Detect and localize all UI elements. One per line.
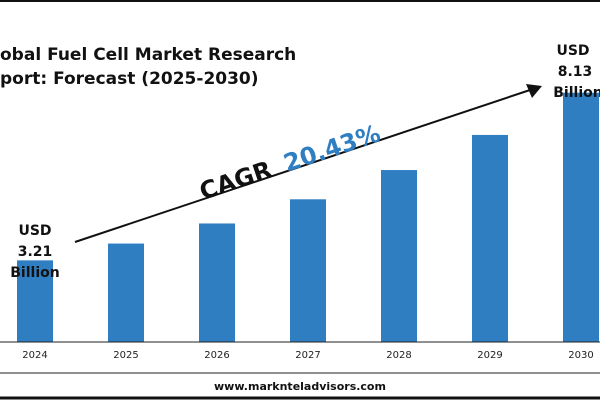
start-label-unit: Billion [10,265,59,281]
x-tick-label-2028: 2028 [386,350,411,361]
bar-2029 [472,134,508,342]
bar-2027 [290,199,326,342]
x-tick-label-2030: 2030 [568,350,593,361]
footer-website: www.marknteladvisors.com [214,380,386,393]
x-tick-label-2026: 2026 [204,350,229,361]
x-tick-label-2029: 2029 [477,350,502,361]
chart-title-line2: port: Forecast (2025-2030) [0,69,259,89]
end-label-value: 8.13 [558,64,593,80]
end-label-usd: USD [556,43,589,59]
start-label-usd: USD [18,223,51,239]
bar-2024 [17,260,53,342]
growth-arrow-line [74,89,531,243]
cagr-annotation: CAGR 20.43% [196,119,384,205]
cagr-value: 20.43% [280,119,384,177]
x-tick-label-2027: 2027 [295,350,320,361]
chart-title-line1: obal Fuel Cell Market Research [0,45,296,65]
bar-2028 [381,170,417,342]
x-axis-ticks: 2024 2025 2026 2027 2028 2029 2030 [22,350,593,361]
cagr-prefix: CAGR [196,156,275,206]
bar-2026 [199,223,235,342]
growth-arrow-head [526,84,542,98]
start-label-value: 3.21 [18,244,53,260]
x-tick-label-2024: 2024 [22,350,47,361]
bar-2030 [563,92,599,342]
end-label-unit: Billion [553,85,600,101]
x-tick-label-2025: 2025 [113,350,138,361]
bar-2025 [108,243,144,342]
bars-group [17,92,599,342]
